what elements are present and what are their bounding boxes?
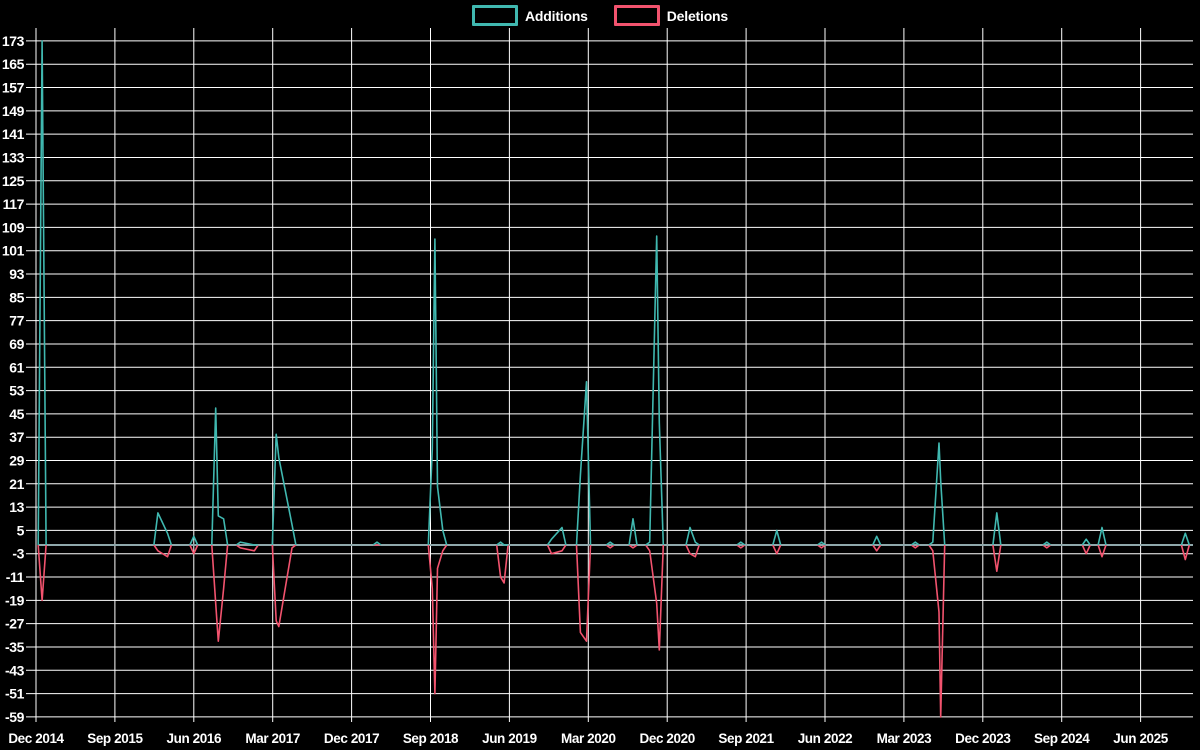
additions-swatch-icon	[472, 5, 519, 26]
x-tick-label: Dec 2014	[8, 731, 64, 746]
y-tick-label: 5	[17, 522, 25, 538]
y-tick-label: 93	[9, 266, 24, 282]
additions-line	[37, 40, 1191, 546]
legend-item-deletions[interactable]: Deletions	[613, 5, 728, 26]
y-tick-label: -59	[5, 709, 25, 725]
x-tick-label: Dec 2023	[955, 731, 1011, 746]
x-tick-label: Jun 2025	[1113, 731, 1168, 746]
x-tick-label: Jun 2022	[798, 731, 853, 746]
y-tick-label: -35	[5, 639, 25, 655]
y-tick-label: -43	[5, 662, 25, 678]
y-tick-label: -19	[5, 592, 25, 608]
y-tick-label: 77	[9, 313, 24, 329]
y-tick-label: 117	[3, 196, 25, 212]
legend-label-additions: Additions	[525, 7, 588, 24]
x-tick-label: Jun 2016	[167, 731, 222, 746]
y-tick-label: 53	[9, 383, 24, 399]
legend-item-additions[interactable]: Additions	[472, 5, 588, 26]
x-tick-label: Mar 2017	[245, 731, 300, 746]
x-tick-label: Jun 2019	[482, 731, 537, 746]
y-tick-label: 21	[9, 476, 24, 492]
y-tick-label: 29	[9, 453, 24, 469]
y-tick-label: -27	[5, 616, 25, 632]
y-tick-label: 173	[2, 33, 25, 49]
x-tick-label: Sep 2024	[1034, 731, 1090, 746]
x-tick-label: Mar 2023	[877, 731, 932, 746]
x-tick-label: Dec 2017	[324, 731, 379, 746]
y-tick-label: 141	[2, 126, 25, 142]
y-tick-label: -3	[12, 546, 24, 562]
x-tick-label: Mar 2020	[561, 731, 616, 746]
y-tick-label: 85	[9, 289, 24, 305]
y-tick-label: 149	[2, 103, 25, 119]
y-tick-label: 101	[2, 243, 25, 259]
y-tick-label: 69	[9, 336, 24, 352]
deletions-line	[37, 544, 1191, 718]
y-tick-label: 157	[2, 80, 25, 96]
x-tick-label: Dec 2020	[640, 731, 695, 746]
x-tick-label: Sep 2018	[403, 731, 459, 746]
legend-label-deletions: Deletions	[666, 7, 728, 24]
y-tick-label: 125	[2, 173, 25, 189]
y-tick-label: 45	[9, 406, 24, 422]
deletions-swatch-icon	[613, 5, 660, 26]
y-tick-label: 165	[2, 56, 25, 72]
y-tick-label: 13	[9, 499, 24, 515]
y-tick-label: -51	[5, 686, 25, 702]
x-tick-label: Sep 2015	[87, 731, 143, 746]
y-tick-label: 133	[2, 149, 25, 165]
y-tick-label: 61	[9, 359, 24, 375]
chart-legend: Additions Deletions	[0, 5, 1200, 26]
x-tick-label: Sep 2021	[718, 731, 774, 746]
y-tick-label: 37	[9, 429, 24, 445]
y-tick-label: -11	[6, 569, 25, 585]
y-tick-label: 109	[2, 219, 25, 235]
